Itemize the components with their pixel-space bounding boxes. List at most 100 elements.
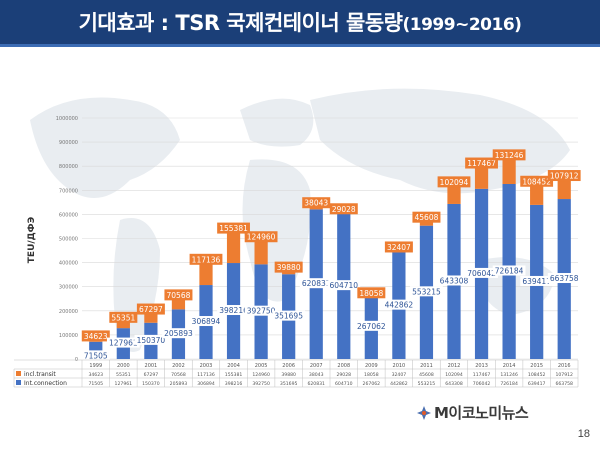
data-label-int-connection: 267062 — [357, 322, 386, 331]
data-label-box — [81, 350, 110, 361]
data-label-box — [329, 203, 358, 215]
data-label-int-connection: 643308 — [440, 276, 469, 285]
legend-swatch — [16, 371, 21, 376]
data-label-int-connection: 639417 — [522, 277, 551, 286]
y-tick-label: 900000 — [59, 140, 78, 146]
publisher-logo: M이코노미뉴스 — [416, 402, 529, 423]
data-label-int-connection: 726184 — [495, 266, 524, 275]
data-label-incl-transit: 107912 — [550, 172, 579, 181]
y-axis-label: TEU/ДФЭ — [27, 216, 37, 263]
data-label-box — [244, 305, 278, 316]
table-cell: 553215 — [418, 381, 436, 387]
data-label-box — [520, 275, 554, 286]
x-tick-label: 2007 — [310, 363, 323, 369]
table-cell: 205893 — [170, 381, 188, 387]
data-label-box — [465, 267, 498, 278]
logo-text: M이코노미뉴스 — [434, 404, 529, 422]
data-label-incl-transit: 45608 — [415, 213, 439, 222]
data-label-box — [437, 176, 471, 188]
y-tick-label: 400000 — [59, 261, 78, 267]
data-label-int-connection: 306894 — [192, 317, 221, 326]
table-cell: 38043 — [309, 372, 324, 378]
data-label-incl-transit: 29028 — [332, 205, 356, 214]
data-label-box — [302, 197, 331, 209]
title-underline — [0, 44, 600, 47]
bars — [89, 152, 571, 359]
table-cell: 639417 — [528, 381, 546, 387]
table-cell: 726184 — [500, 381, 518, 387]
data-label-box — [189, 316, 223, 327]
data-label-int-connection: 553215 — [412, 287, 441, 296]
table-cell: 107912 — [555, 372, 573, 378]
table-cell: 117136 — [197, 372, 215, 378]
slide-title: 기대효과 : TSR 국제컨테이너 물동량(1999~2016) — [0, 0, 600, 47]
data-label-int-connection: 205893 — [164, 329, 193, 338]
data-label-incl-transit: 102094 — [440, 178, 469, 187]
data-label-incl-transit: 18058 — [359, 289, 383, 298]
data-label-box — [81, 330, 110, 342]
legend-label: incl.transit — [24, 371, 56, 378]
table-cell: 306894 — [197, 381, 215, 387]
data-label-box — [217, 222, 250, 234]
y-tick-label: 1000000 — [56, 116, 78, 122]
x-tick-label: 2015 — [530, 363, 543, 369]
x-tick-label: 2006 — [282, 363, 295, 369]
data-label-box — [547, 170, 581, 182]
table-cell: 32407 — [392, 372, 407, 378]
y-tick-label: 300000 — [59, 285, 78, 291]
x-tick-label: 2010 — [393, 363, 406, 369]
data-label-box — [354, 320, 388, 331]
table-cell: 604710 — [335, 381, 353, 387]
y-tick-label: 100000 — [59, 333, 78, 339]
table-cell: 267062 — [363, 381, 381, 387]
data-label-box — [384, 241, 413, 253]
table-cell: 39880 — [281, 372, 296, 378]
table-cell: 392750 — [252, 381, 270, 387]
y-tick-label: 800000 — [59, 164, 78, 170]
data-label-box — [299, 278, 333, 289]
table-cell: 34623 — [88, 372, 103, 378]
data-label-incl-transit: 108452 — [522, 177, 551, 186]
x-tick-label: 2014 — [503, 363, 516, 369]
data-label-int-connection: 150370 — [137, 336, 166, 345]
data-label-box — [162, 328, 195, 339]
data-label-int-connection: 351695 — [274, 312, 303, 321]
data-label-box — [437, 275, 471, 286]
data-label-incl-transit: 117467 — [467, 159, 496, 168]
data-label-incl-transit: 34623 — [84, 332, 108, 341]
table-cell: 29028 — [336, 372, 351, 378]
data-label-incl-transit: 155381 — [219, 224, 248, 233]
y-tick-label: 600000 — [59, 212, 78, 218]
data-label-incl-transit: 131246 — [495, 151, 524, 160]
x-tick-label: 2003 — [200, 363, 213, 369]
table-cell: 351695 — [280, 381, 298, 387]
data-label-box — [164, 289, 193, 301]
x-tick-label: 2009 — [365, 363, 378, 369]
x-tick-label: 2016 — [558, 363, 571, 369]
table-cell: 71505 — [88, 381, 103, 387]
table-cell: 663758 — [555, 381, 573, 387]
data-label-box — [272, 310, 306, 321]
y-axis-ticks: 0100000200000300000400000500000600000700… — [56, 116, 78, 363]
data-label-box — [109, 311, 138, 323]
bar-incl-transit — [226, 225, 241, 264]
data-label-int-connection: 706042 — [467, 269, 496, 278]
y-tick-label: 200000 — [59, 309, 78, 315]
data-label-incl-transit: 38043 — [304, 199, 328, 208]
data-label-int-connection: 663758 — [550, 274, 579, 283]
data-label-box — [136, 303, 165, 315]
x-tick-label: 2002 — [172, 363, 185, 369]
data-label-incl-transit: 70568 — [167, 291, 191, 300]
table-cell: 55351 — [116, 372, 131, 378]
data-label-box — [189, 253, 223, 265]
data-label-int-connection: 71505 — [84, 351, 108, 360]
data-label-box — [217, 305, 250, 316]
data-label-box — [492, 149, 526, 161]
data-label-box — [547, 273, 581, 284]
table-cell: 117467 — [473, 372, 491, 378]
data-label-box — [357, 287, 386, 299]
data-label-int-connection: 620831 — [302, 279, 331, 288]
title-main: 기대효과 : TSR 국제컨테이너 물동량 — [78, 11, 403, 35]
data-label-box — [520, 175, 554, 187]
